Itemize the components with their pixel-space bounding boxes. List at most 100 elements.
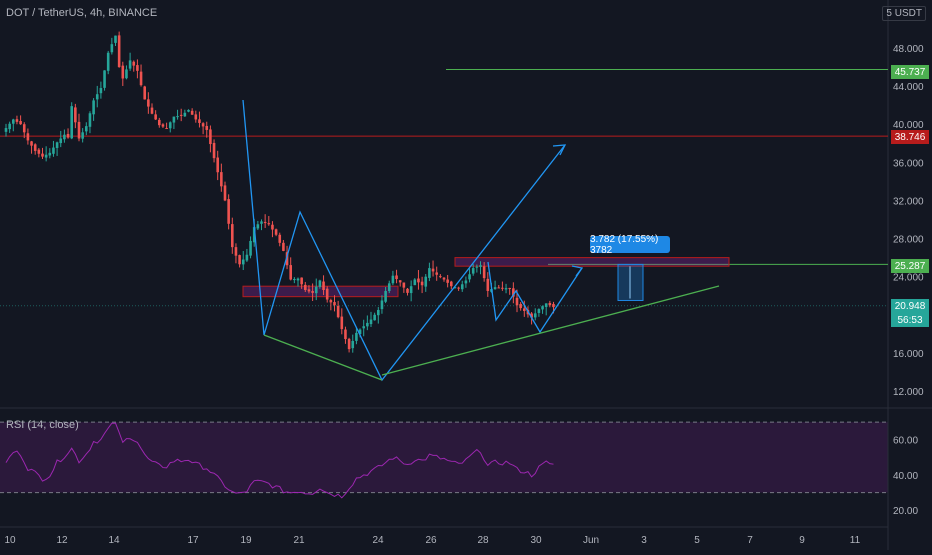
candle	[201, 123, 205, 127]
candle	[398, 280, 402, 283]
time-tick-label: 26	[425, 535, 437, 546]
axis-unit[interactable]: 5 USDT	[882, 6, 926, 21]
candle	[300, 277, 303, 285]
candle	[143, 86, 146, 100]
candle	[194, 114, 198, 120]
candle	[15, 119, 19, 122]
candle	[435, 272, 438, 275]
badge-level-red: 38.746	[891, 130, 929, 144]
candle	[231, 224, 234, 248]
candle	[81, 132, 84, 139]
candle	[55, 142, 59, 148]
candle	[336, 305, 340, 318]
candle	[70, 106, 73, 139]
time-tick-label: 21	[293, 535, 305, 546]
candle	[366, 322, 369, 327]
blue-wave	[242, 99, 566, 382]
candle	[223, 185, 227, 201]
demand-zone	[242, 285, 399, 298]
time-tick-label: 14	[108, 535, 120, 546]
candle	[8, 123, 11, 130]
candle	[333, 302, 336, 306]
candle	[493, 287, 497, 290]
candle	[136, 65, 139, 71]
candle	[227, 199, 230, 224]
support-line-right	[381, 285, 720, 376]
candle	[362, 326, 365, 329]
candle	[59, 138, 63, 144]
time-tick-label: 19	[240, 535, 252, 546]
candle	[125, 69, 128, 79]
candle	[541, 306, 544, 310]
price-tick-label: 28.000	[893, 235, 924, 246]
candle	[347, 338, 351, 350]
candle	[278, 234, 282, 243]
candle	[296, 278, 300, 281]
candle	[548, 302, 552, 306]
rsi-label: RSI (14, close)	[6, 419, 79, 431]
blue-arrow-head	[552, 144, 567, 156]
candle	[183, 112, 187, 117]
rsi-tick-label: 20.00	[893, 506, 918, 517]
price-tick-label: 12.000	[893, 387, 924, 398]
candle	[41, 153, 44, 157]
time-tick-label: 30	[530, 535, 542, 546]
candle	[533, 313, 537, 318]
candle	[256, 224, 260, 229]
candle	[88, 113, 92, 127]
candle	[544, 303, 548, 307]
candle	[19, 121, 22, 125]
candle	[413, 279, 417, 286]
badge-level-zone: 25.287	[891, 259, 929, 273]
candle	[468, 274, 471, 280]
candle	[30, 141, 33, 146]
candle	[523, 308, 526, 311]
candle	[121, 65, 125, 79]
candle	[504, 288, 508, 290]
rsi-line	[5, 422, 554, 499]
candle	[117, 35, 121, 68]
candle	[4, 128, 8, 132]
candle	[307, 289, 311, 292]
price-tick-label: 36.000	[893, 158, 924, 169]
candle	[103, 70, 106, 88]
candle	[114, 35, 117, 43]
candle	[442, 277, 446, 280]
candle	[158, 119, 161, 126]
price-tick-label: 48.000	[893, 44, 924, 55]
candle	[482, 266, 486, 279]
candle	[220, 172, 223, 187]
candle	[380, 300, 384, 310]
candle	[314, 286, 318, 294]
candle	[249, 240, 252, 256]
candle	[95, 94, 99, 100]
candle	[464, 280, 468, 284]
candle	[168, 122, 172, 129]
candle	[293, 279, 296, 281]
candle	[33, 144, 37, 151]
candle	[271, 224, 274, 230]
candle	[245, 254, 249, 261]
candle	[190, 110, 194, 115]
candle	[486, 278, 490, 291]
candle	[369, 319, 373, 325]
candle	[475, 266, 479, 268]
candle	[406, 288, 409, 293]
time-tick-label: 5	[694, 535, 700, 546]
candle	[402, 282, 406, 288]
candle	[128, 60, 132, 69]
candle	[384, 290, 387, 302]
candle	[457, 287, 460, 289]
time-tick-label: 9	[799, 535, 805, 546]
rsi-band-fill	[0, 422, 888, 493]
candle	[74, 107, 77, 123]
candle	[187, 109, 190, 112]
candle	[387, 283, 391, 292]
price-tick-label: 32.000	[893, 196, 924, 207]
candle	[212, 142, 216, 159]
time-tick-label: Jun	[583, 535, 599, 546]
candle	[85, 126, 88, 132]
candle	[304, 284, 307, 291]
candle	[512, 288, 515, 297]
